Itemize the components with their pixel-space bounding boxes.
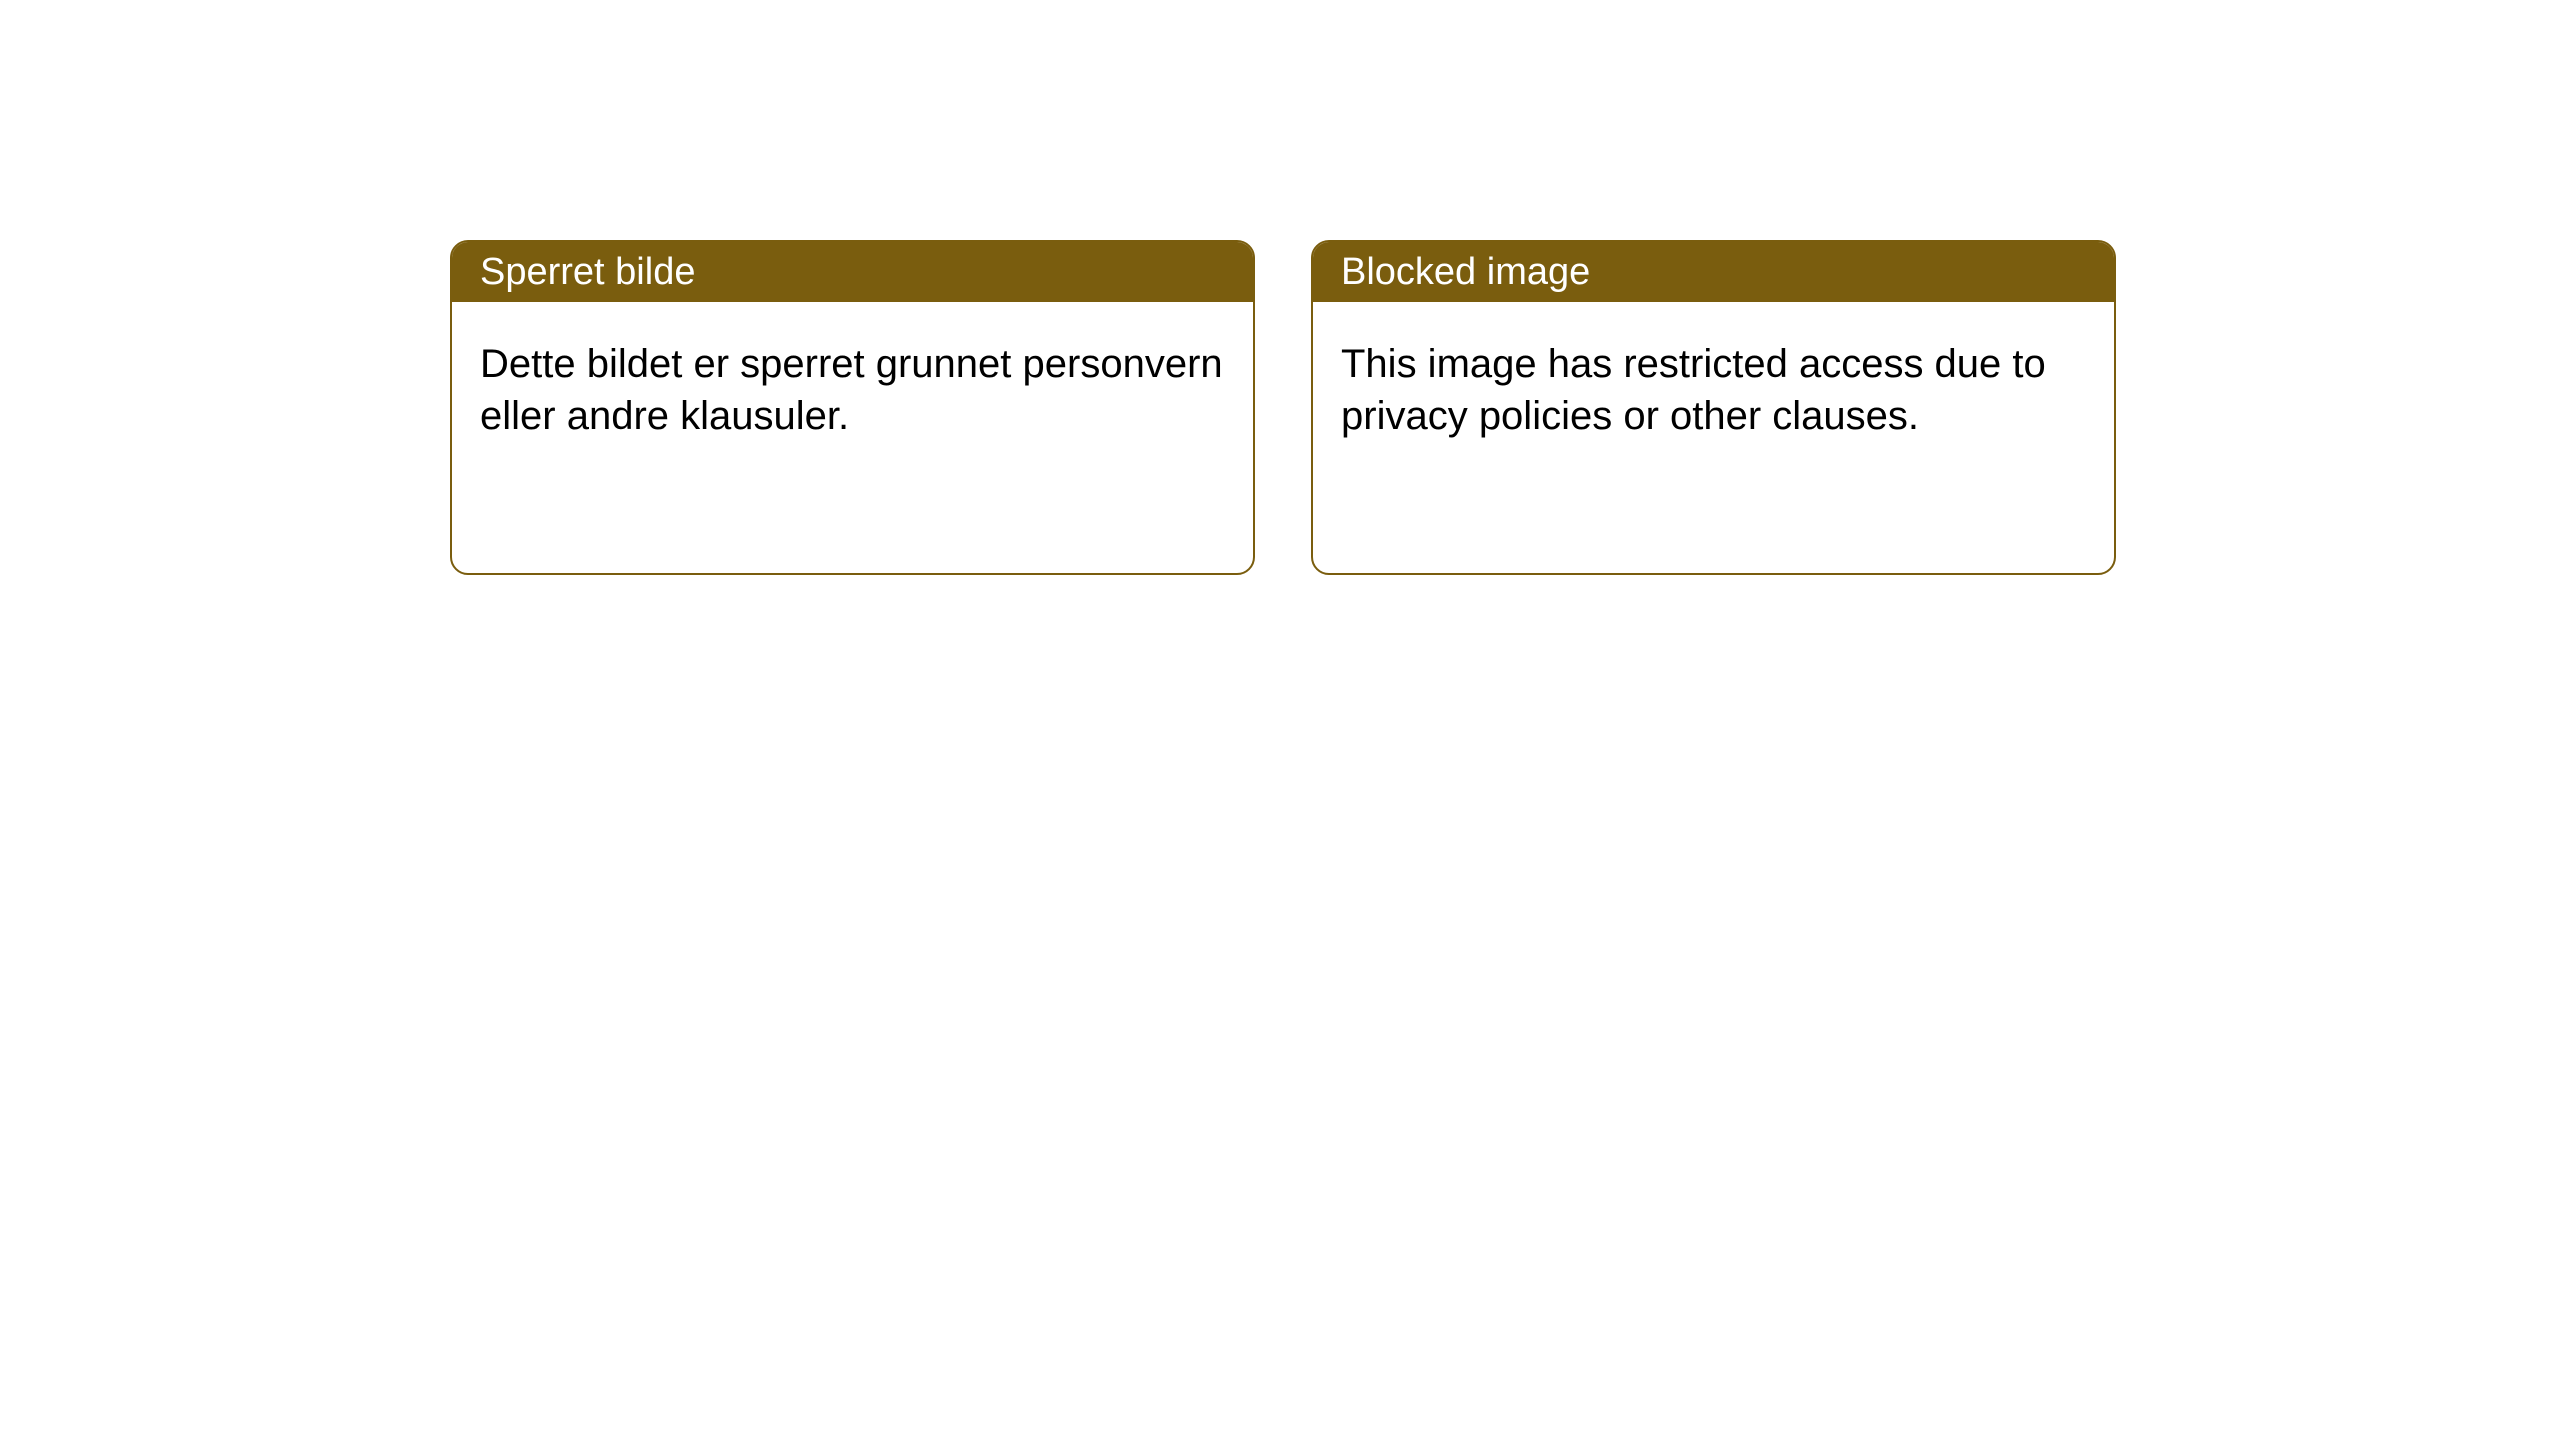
notice-header: Sperret bilde	[452, 242, 1253, 302]
notice-card-norwegian: Sperret bilde Dette bildet er sperret gr…	[450, 240, 1255, 575]
notice-body: This image has restricted access due to …	[1313, 302, 2114, 478]
notice-title: Blocked image	[1341, 251, 1590, 294]
notice-body: Dette bildet er sperret grunnet personve…	[452, 302, 1253, 478]
notice-text: Dette bildet er sperret grunnet personve…	[480, 342, 1223, 438]
notice-container: Sperret bilde Dette bildet er sperret gr…	[0, 0, 2560, 575]
notice-card-english: Blocked image This image has restricted …	[1311, 240, 2116, 575]
notice-header: Blocked image	[1313, 242, 2114, 302]
notice-text: This image has restricted access due to …	[1341, 342, 2046, 438]
notice-title: Sperret bilde	[480, 251, 695, 294]
